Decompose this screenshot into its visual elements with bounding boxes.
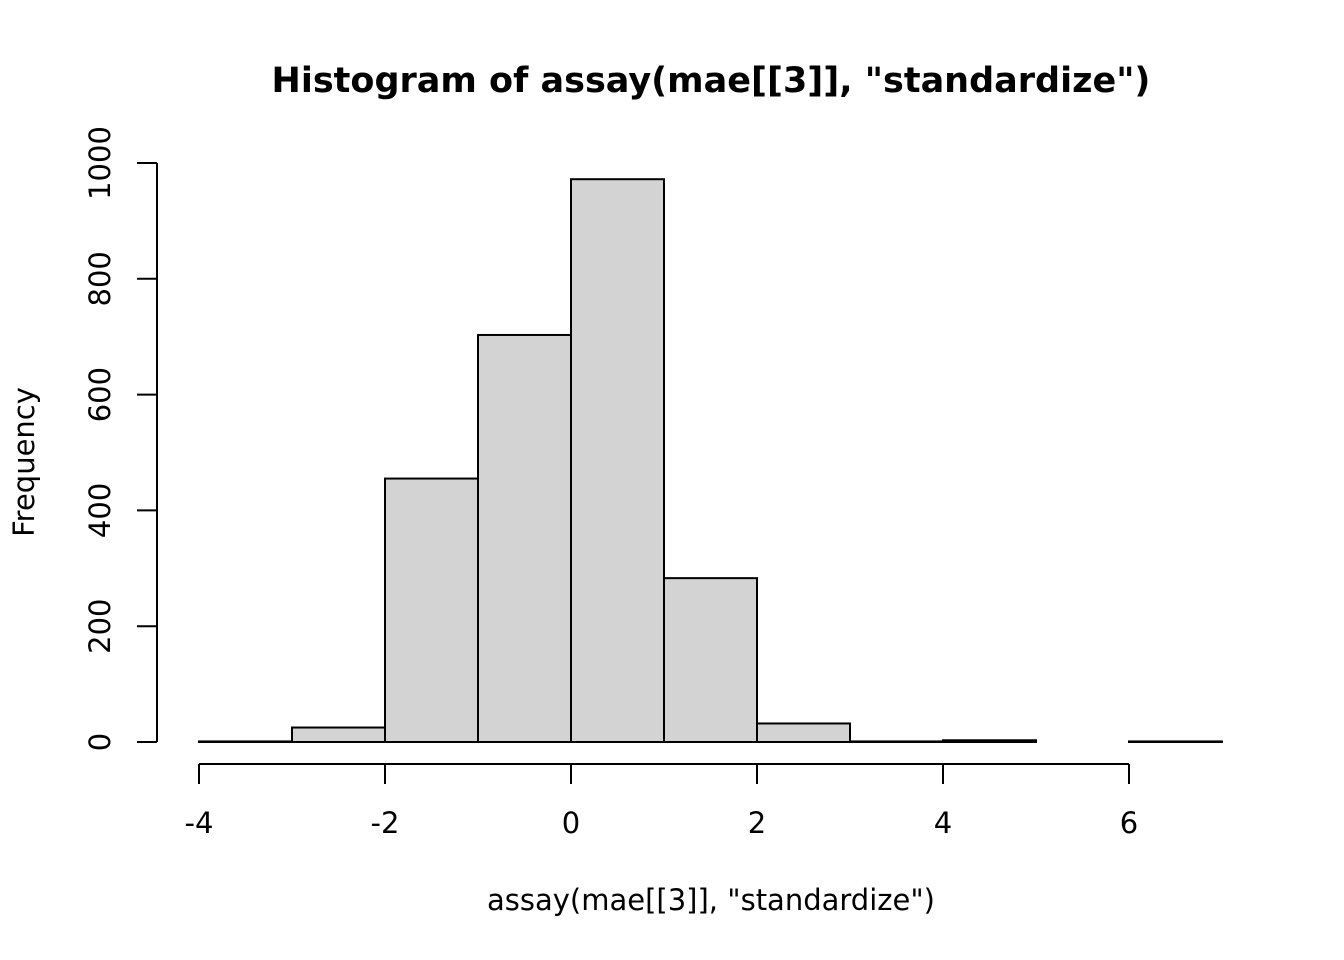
y-tick-label: 400 (83, 483, 117, 538)
histogram-bar-0 (198, 740, 293, 744)
chart-title: Histogram of assay(mae[[3]], "standardiz… (272, 61, 1151, 101)
x-tick-label: 2 (748, 806, 766, 840)
histogram-bar-1 (291, 726, 386, 744)
histogram-bar-3 (477, 333, 572, 743)
histogram-bar-4 (570, 178, 665, 744)
x-tick-label: 0 (562, 806, 580, 840)
x-tick-label: 6 (1120, 806, 1138, 840)
histogram-bar-6 (756, 722, 851, 743)
histogram-bar-7 (849, 740, 944, 744)
histogram-bar-5 (663, 577, 758, 743)
y-axis: 0 200 400 600 800 1000 (83, 126, 158, 751)
y-tick-label: 600 (83, 367, 117, 422)
x-tick-label: 4 (934, 806, 952, 840)
y-tick-label: 200 (83, 599, 117, 654)
histogram-bar-10 (1128, 740, 1223, 744)
bars-group (198, 178, 1223, 744)
histogram-bar-2 (384, 477, 479, 743)
y-tick-label: 800 (83, 251, 117, 306)
y-tick-label: 0 (83, 733, 117, 751)
histogram-bar-8 (942, 739, 1037, 744)
x-tick-label: -4 (185, 806, 214, 840)
x-tick-label: -2 (371, 806, 400, 840)
y-axis-label: Frequency (7, 387, 41, 537)
y-tick-label: 1000 (83, 126, 117, 200)
x-axis-label: assay(mae[[3]], "standardize") (487, 883, 935, 917)
x-axis: -4 -2 0 2 4 6 (185, 763, 1138, 840)
